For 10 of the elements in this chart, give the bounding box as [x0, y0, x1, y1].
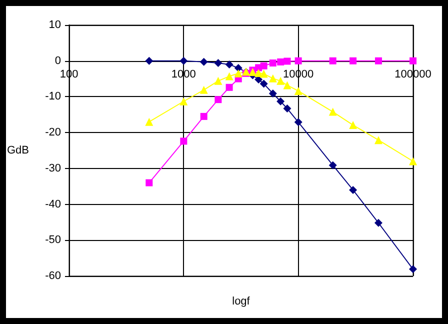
y-axis-title: GdB — [6, 144, 29, 156]
y-tick-label: -60 — [45, 270, 61, 282]
y-tick-label: -10 — [45, 90, 61, 103]
y-tick-label: -30 — [45, 162, 61, 174]
y-tick-label: -20 — [45, 126, 61, 139]
y-tick-label: 0 — [54, 54, 61, 67]
y-tick-label: 10 — [48, 19, 61, 31]
y-tick-label: -50 — [45, 234, 61, 246]
x-axis-title: logf — [232, 296, 251, 308]
y-tick-label: -40 — [45, 198, 61, 210]
